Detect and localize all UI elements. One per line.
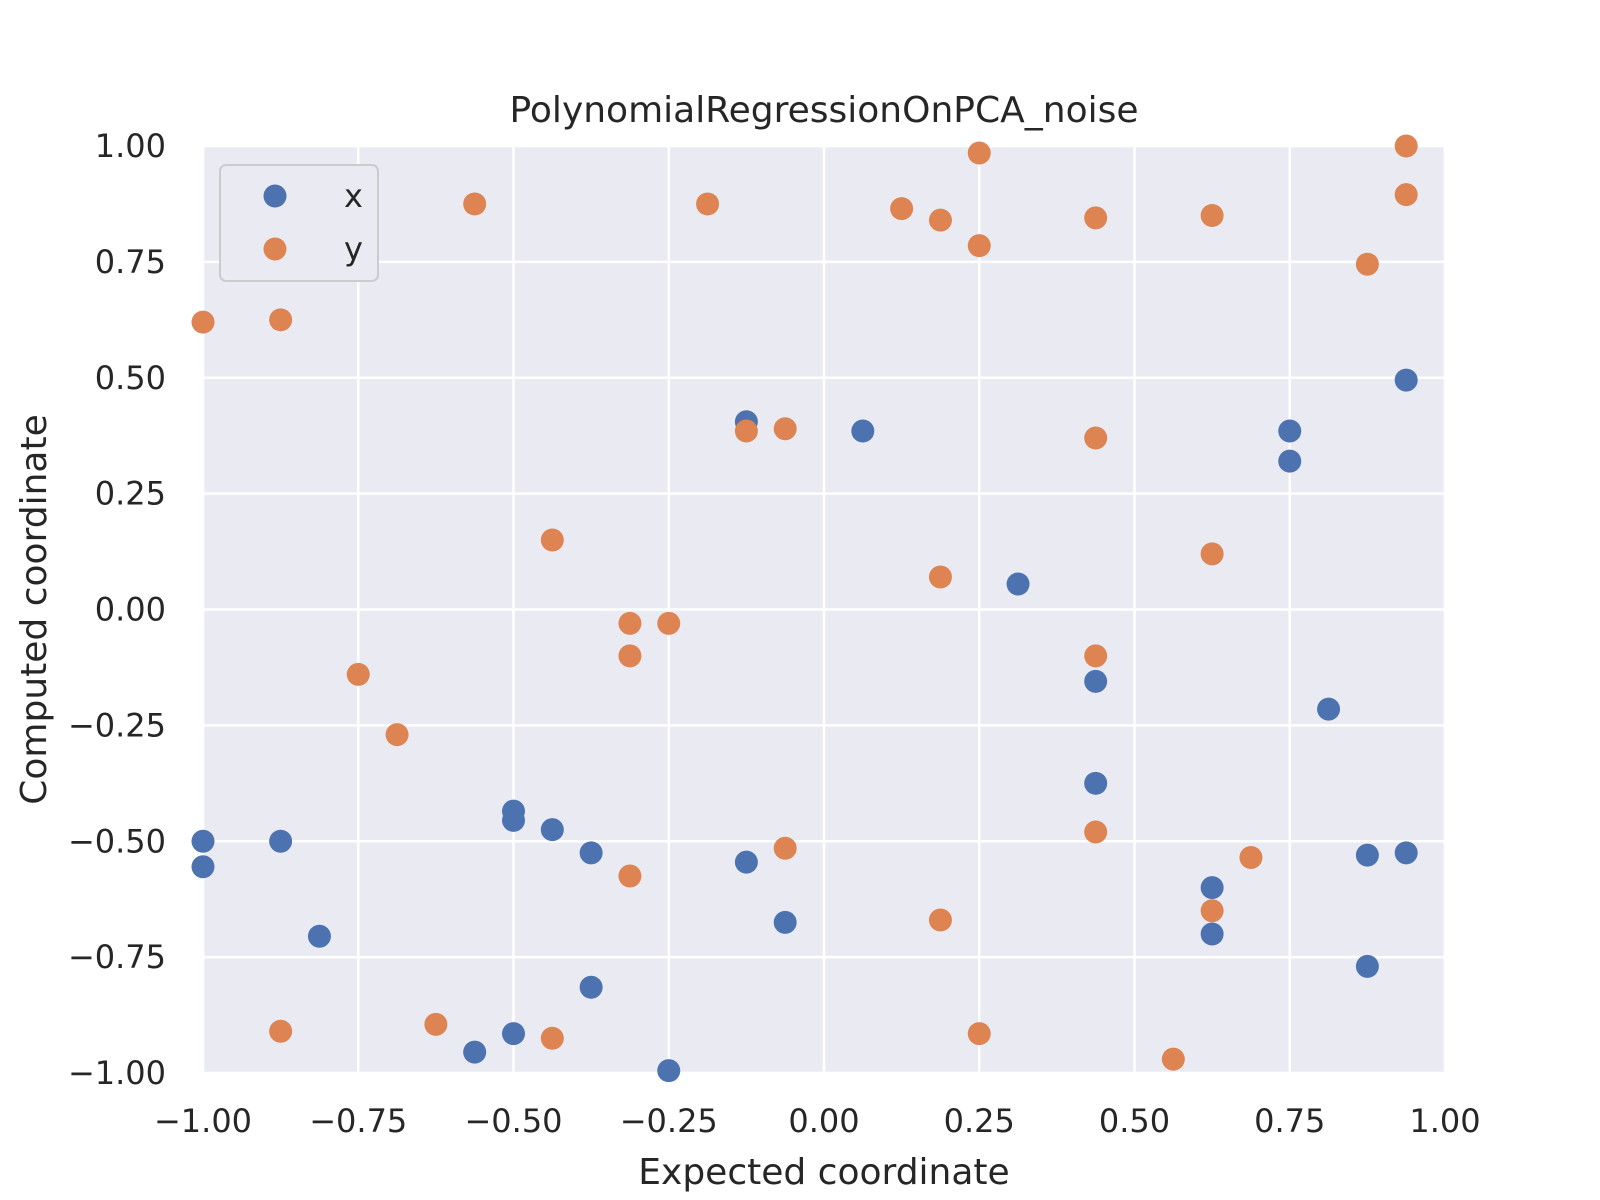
point-x [463,1040,487,1064]
point-y [773,836,797,860]
y-tick-label: −0.50 [68,822,166,860]
x-tick-label: 1.00 [1409,1102,1480,1140]
point-y [967,234,991,258]
point-y [618,644,642,668]
point-x [307,924,331,948]
point-x [502,1022,525,1046]
point-y [1200,899,1224,923]
legend: xy [219,164,379,282]
point-y [1084,206,1108,230]
point-y [928,208,952,232]
x-tick-label: −1.00 [154,1102,252,1140]
y-tick-labels: −1.00 −0.75 −0.50 −0.25 0.00 0.25 0.50 0.75 1.00 [68,127,166,1092]
point-y [540,1026,564,1050]
point-y [1200,204,1224,228]
point-x [1355,843,1379,867]
x-axis-label: Expected coordinate [638,1152,1009,1193]
point-x [851,419,875,443]
y-tick-label: 0.50 [95,359,166,397]
point-y [1084,426,1108,450]
x-tick-label: −0.75 [309,1102,407,1140]
point-x [191,829,215,853]
point-x [502,808,525,832]
y-tick-label: −0.75 [68,938,166,976]
point-y [1394,134,1418,158]
legend-label-x: x [344,177,363,215]
x-tick-label: −0.25 [620,1102,718,1140]
point-x [540,818,564,842]
y-tick-label: 0.00 [95,591,166,629]
point-x [1278,449,1302,473]
point-y [890,197,914,221]
point-x [1006,572,1030,596]
point-x [773,910,797,934]
point-y [1161,1047,1185,1071]
legend-marker-x [263,184,287,208]
point-y [696,192,720,216]
data-points [191,134,1418,1083]
point-x [1394,841,1418,865]
grid-lines [201,144,1447,1075]
x-tick-label: −0.50 [464,1102,562,1140]
y-tick-label: 0.25 [95,475,166,513]
point-y [967,1022,991,1046]
point-y [928,565,952,589]
legend-marker-y [263,237,287,261]
y-tick-label: 1.00 [95,127,166,165]
point-x [1355,954,1379,978]
point-y [385,723,409,747]
point-x [191,855,215,879]
point-x [1084,669,1108,693]
point-y [269,308,293,332]
y-tick-label: 0.75 [95,243,166,281]
point-y [346,662,370,686]
legend-box [219,164,379,282]
x-tick-label: 0.75 [1254,1102,1325,1140]
point-x [579,841,603,865]
point-y [1355,252,1379,276]
point-y [191,310,215,334]
point-y [1084,820,1108,844]
legend-label-y: y [344,230,363,268]
y-tick-label: −1.00 [68,1054,166,1092]
x-tick-labels: −1.00 −0.75 −0.50 −0.25 0.00 0.25 0.50 0.75 1.00 [154,1102,1481,1140]
point-y [1084,644,1108,668]
point-y [618,864,642,888]
point-y [1200,542,1224,566]
y-tick-label: −0.25 [68,706,166,744]
point-y [618,611,642,635]
point-y [1394,183,1418,207]
y-axis-label: Computed coordinate [14,414,55,804]
x-tick-label: 0.50 [1099,1102,1170,1140]
point-x [1278,419,1302,443]
point-x [269,829,293,853]
point-y [657,611,681,635]
point-y [540,528,564,552]
x-tick-label: 0.25 [944,1102,1015,1140]
point-y [967,141,991,165]
point-y [463,192,487,216]
point-y [773,417,797,441]
point-y [734,419,758,443]
point-x [657,1059,681,1083]
point-y [269,1019,293,1043]
x-tick-label: 0.00 [788,1102,859,1140]
point-x [1317,697,1341,721]
chart-title: PolynomialRegressionOnPCA_noise [509,90,1138,131]
point-x [1084,771,1108,795]
point-x [1200,922,1224,946]
point-y [928,908,952,932]
point-y [1239,845,1263,869]
point-x [734,850,758,874]
point-y [424,1012,448,1036]
point-x [1200,876,1224,900]
point-x [1394,368,1418,392]
point-x [579,975,603,999]
